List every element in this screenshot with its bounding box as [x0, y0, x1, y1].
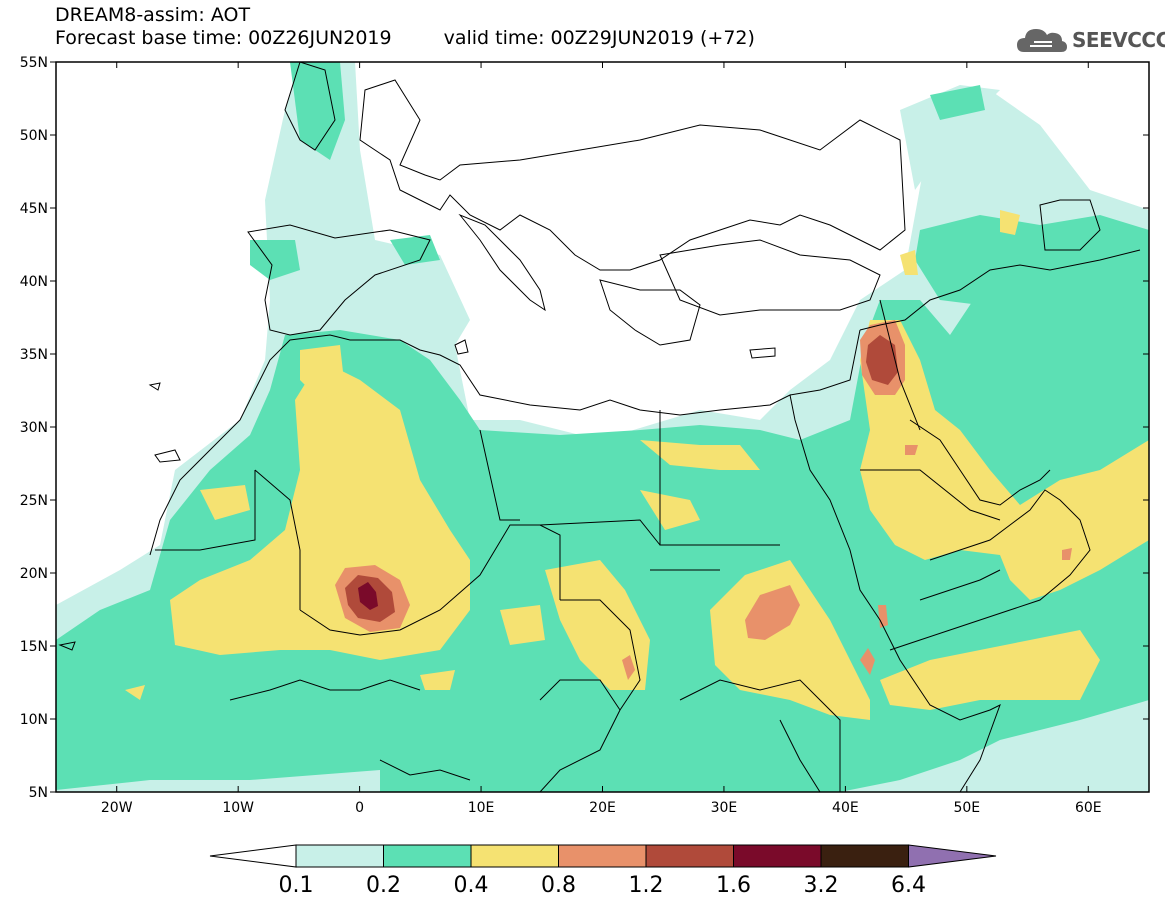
lon-tick-label: 30E [711, 800, 738, 816]
lat-tick-label: 5N [29, 785, 48, 801]
longitude-axis: 20W 10W 0 10E 20E 30E 40E 50E 60E [101, 62, 1102, 816]
colorbar-swatch [820, 844, 909, 868]
lon-tick-label: 40E [832, 800, 859, 816]
cloud-icon [1017, 29, 1067, 52]
colorbar-under-triangle [209, 844, 297, 868]
lat-tick-label: 40N [20, 274, 48, 290]
map-title: DREAM8-assim: AOT [55, 4, 251, 26]
lat-tick-label: 20N [20, 566, 48, 582]
colorbar-over-triangle [908, 844, 997, 868]
base-time: Forecast base time: 00Z26JUN2019 [55, 27, 392, 49]
lon-tick-label: 60E [1075, 800, 1102, 816]
colorbar-label: 0.8 [541, 873, 576, 898]
lon-tick-label: 0 [355, 800, 364, 816]
colorbar-label: 3.2 [804, 873, 839, 898]
colorbar-swatch [558, 844, 647, 868]
lon-tick-label: 20E [589, 800, 616, 816]
colorbar-swatch [295, 844, 384, 868]
lat-tick-label: 10N [20, 712, 48, 728]
colorbar-swatch [733, 844, 822, 868]
forecast-times: Forecast base time: 00Z26JUN2019 valid ti… [55, 27, 755, 49]
lon-tick-label: 50E [953, 800, 980, 816]
lon-tick-label: 20W [101, 800, 133, 816]
colorbar-label: 0.4 [454, 873, 489, 898]
valid-time: valid time: 00Z29JUN2019 (+72) [443, 27, 755, 49]
colorbar-swatch [470, 844, 559, 868]
lat-tick-label: 25N [20, 493, 48, 509]
colorbar-swatch [645, 844, 734, 868]
logo-text: SEEVCCC [1072, 28, 1165, 52]
lat-tick-label: 45N [20, 201, 48, 217]
coastlines-borders [149, 62, 1141, 792]
islands [58, 339, 776, 651]
colorbar: 0.1 0.2 0.4 0.8 1.2 1.6 3.2 6.4 [209, 844, 997, 898]
lon-tick-label: 10W [222, 800, 254, 816]
aot-field [56, 62, 1149, 792]
colorbar-label: 1.2 [629, 873, 664, 898]
colorbar-label: 1.6 [716, 873, 751, 898]
colorbar-label: 6.4 [891, 873, 926, 898]
colorbar-swatch [383, 844, 472, 868]
colorbar-label: 0.2 [366, 873, 401, 898]
colorbar-label: 0.1 [279, 873, 314, 898]
lat-tick-label: 50N [20, 128, 48, 144]
aot-level-1-6 [358, 582, 378, 610]
lat-tick-label: 35N [20, 347, 48, 363]
latitude-axis: 55N 50N 45N 40N 35N 30N 25N 20N 15N 10N 5N [20, 55, 1149, 801]
seevccc-logo: SEEVCCC [1016, 20, 1165, 60]
lat-tick-label: 30N [20, 420, 48, 436]
lat-tick-label: 55N [20, 55, 48, 71]
lon-tick-label: 10E [468, 800, 495, 816]
lat-tick-label: 15N [20, 639, 48, 655]
